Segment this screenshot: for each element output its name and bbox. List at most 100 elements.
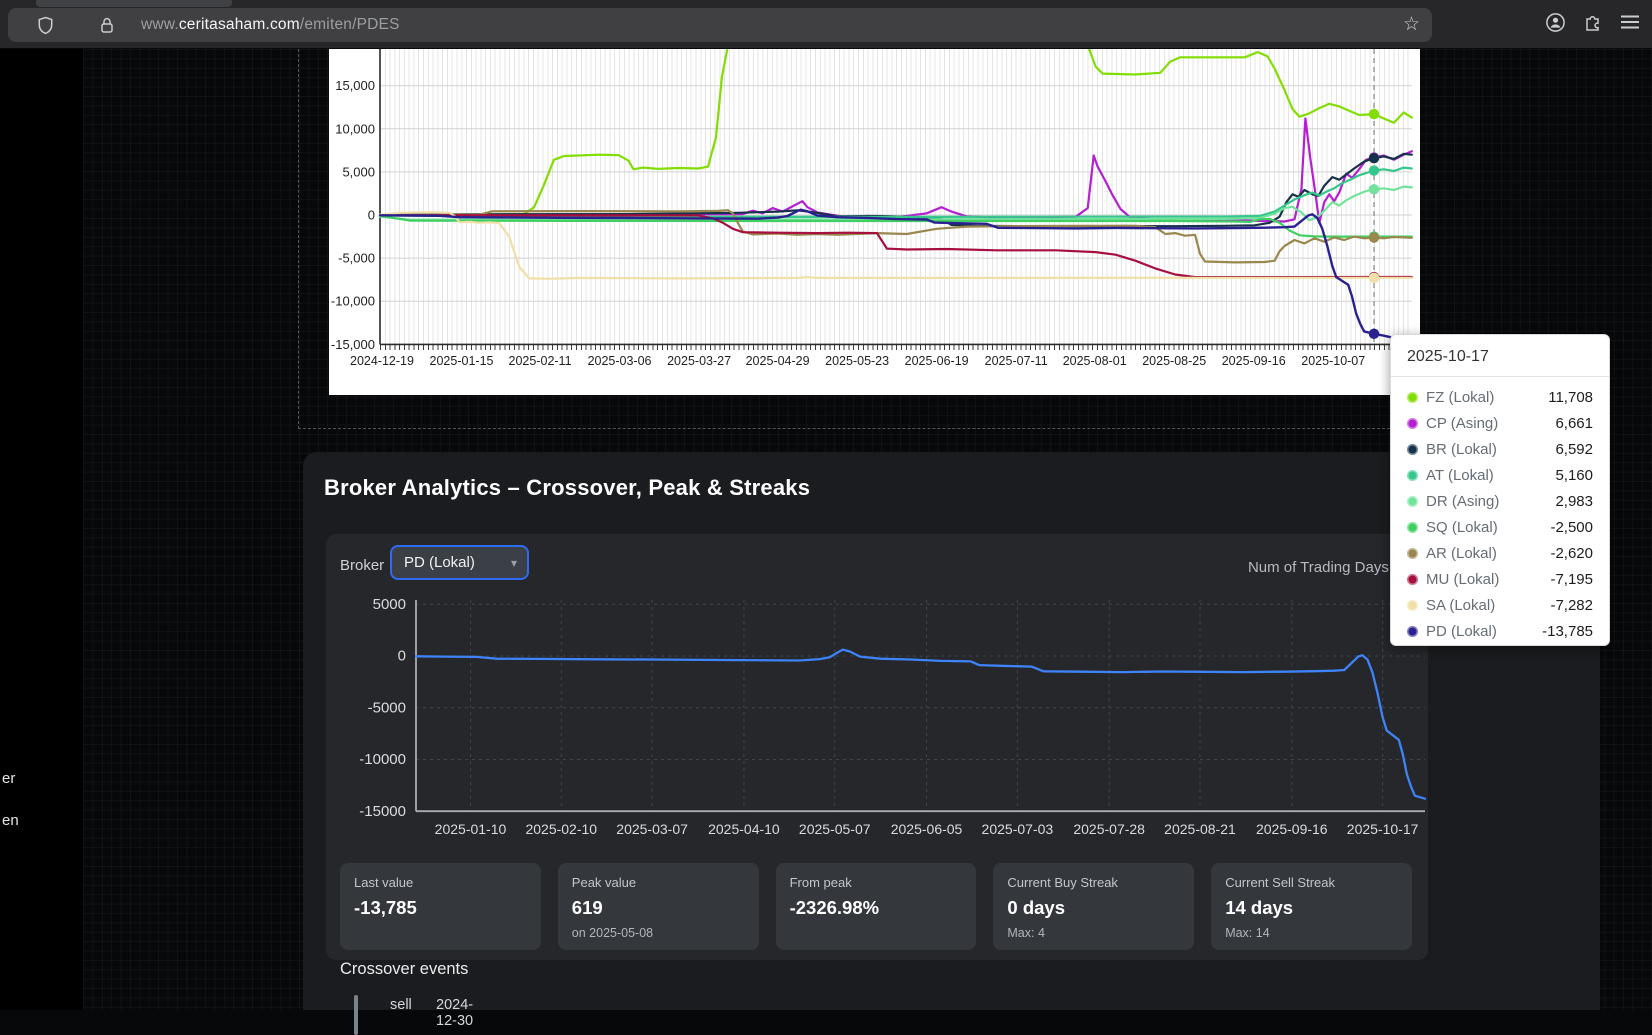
svg-text:2025-03-07: 2025-03-07 [616,821,688,837]
svg-text:2025-10-17: 2025-10-17 [1347,821,1419,837]
shield-icon[interactable] [36,16,55,35]
svg-text:-15,000: -15,000 [331,337,375,352]
stat-label: From peak [789,875,852,890]
url-text[interactable]: www.ceritasaham.com/emiten/PDES [141,16,400,34]
series-value: 2,983 [1555,492,1593,510]
series-value: 6,592 [1555,440,1593,458]
svg-text:2025-09-16: 2025-09-16 [1222,354,1286,368]
pd-streak-chart[interactable]: 5000 0 -5000 -10000 -15000 2025-01-10 2025-02-… [340,596,1430,846]
svg-text:2025-06-19: 2025-06-19 [905,354,969,368]
stat-value: 619 [571,897,603,918]
stat-label: Current Buy Streak [1007,875,1118,890]
svg-text:-5000: -5000 [368,699,406,716]
svg-text:2025-07-03: 2025-07-03 [982,821,1054,837]
stat-sub [354,926,527,939]
svg-text:2025-01-10: 2025-01-10 [435,821,507,837]
svg-text:2025-03-06: 2025-03-06 [588,354,652,368]
menu-hamburger-icon[interactable] [1620,14,1640,35]
series-value: 5,160 [1555,466,1593,484]
svg-text:2025-10-07: 2025-10-07 [1301,354,1365,368]
stat-cards-row: Last value -13,785 Peak value 619 on 202… [340,863,1412,950]
svg-text:2025-07-11: 2025-07-11 [985,354,1048,368]
crossover-events-title: Crossover events [340,960,469,978]
broker-select[interactable]: PD (Lokal) ▾ [390,545,529,580]
svg-text:2025-08-21: 2025-08-21 [1164,821,1236,837]
svg-text:2025-02-10: 2025-02-10 [525,821,597,837]
stat-sub: Max: 4 [1007,926,1045,940]
series-value: 11,708 [1548,388,1593,406]
broker-label: Broker [340,557,385,574]
chart-tooltip: 2025-10-17 FZ (Lokal) 11,708 CP (Asing) 6,6… [1390,334,1610,646]
series-dot-icon [1407,600,1418,612]
tooltip-row: CP (Asing) 6,661 [1407,410,1593,436]
series-name: AR (Lokal) [1426,545,1497,563]
stat-card-peak-value: Peak value 619 on 2025-05-08 [557,863,759,950]
svg-text:2025-08-25: 2025-08-25 [1142,354,1206,368]
svg-text:10,000: 10,000 [335,121,375,136]
svg-text:0: 0 [398,648,406,665]
svg-text:2025-05-07: 2025-05-07 [799,821,871,837]
svg-text:2025-05-23: 2025-05-23 [825,354,889,368]
sidebar-item-fragment[interactable]: en [2,812,19,829]
series-dot-icon [1407,469,1418,481]
stat-sub: Max: 14 [1225,926,1270,940]
daily-tick-marks [380,344,1412,350]
svg-text:2025-09-16: 2025-09-16 [1256,821,1328,837]
stat-label: Current Sell Streak [1225,875,1336,890]
url-bar[interactable]: www.ceritasaham.com/emiten/PDES ☆ [8,8,1432,42]
svg-text:2024-12-19: 2024-12-19 [350,354,414,368]
pd-streak-chart-svg: 5000 0 -5000 -10000 -15000 2025-01-10 2025-02-… [359,596,1427,837]
tooltip-row: SQ (Lokal) -2,500 [1407,514,1593,540]
left-rail: er en [0,49,83,1010]
series-dot-icon [1407,495,1418,507]
series-value: 6,661 [1555,414,1593,432]
crossover-event-date: 2024-12-30 [436,997,474,1029]
stat-sub [790,926,963,939]
series-value: -7,195 [1550,571,1593,589]
tooltip-row: SA (Lokal) -7,282 [1407,593,1593,619]
series-dot-icon [1407,391,1418,403]
series-name: CP (Asing) [1426,414,1499,432]
svg-text:2025-08-01: 2025-08-01 [1063,354,1127,368]
bookmark-star-icon[interactable]: ☆ [1402,14,1420,35]
series-name: AT (Lokal) [1426,466,1494,484]
chevron-down-icon: ▾ [510,555,517,570]
stat-card-from-peak: From peak -2326.98% [775,863,977,950]
crossover-event-type: sell [390,997,412,1013]
series-name: DR (Asing) [1426,492,1500,510]
series-value: -13,785 [1542,623,1593,641]
browser-toolbar: www.ceritasaham.com/emiten/PDES ☆ [0,0,1652,49]
svg-text:0: 0 [368,208,375,223]
sidebar-item-fragment[interactable]: er [2,770,16,787]
tooltip-row: AR (Lokal) -2,620 [1407,541,1593,567]
series-value: -2,500 [1550,519,1593,537]
stat-label: Last value [354,875,414,890]
lock-icon[interactable] [99,16,115,34]
tooltip-row: BR (Lokal) 6,592 [1407,436,1593,462]
stat-card-sell-streak: Current Sell Streak 14 days Max: 14 [1211,863,1412,950]
svg-text:-10000: -10000 [359,751,406,768]
series-dot-icon [1407,626,1418,638]
stat-value: 14 days [1225,897,1294,918]
series-name: PD (Lokal) [1426,623,1497,641]
account-icon[interactable] [1545,12,1566,38]
broker-flow-chart[interactable]: 20,000 15,000 10,000 5,000 0 -5,000 -10,000 -15… [329,49,1420,395]
extensions-puzzle-icon[interactable] [1583,12,1603,37]
series-name: BR (Lokal) [1426,440,1497,458]
svg-text:15,000: 15,000 [335,78,375,93]
tooltip-row: DR (Asing) 2,983 [1407,488,1593,514]
svg-text:2025-03-27: 2025-03-27 [667,354,731,368]
series-dot-icon [1407,443,1418,455]
trading-days-label: Num of Trading Days: [1247,559,1393,576]
series-dot-icon [1407,522,1418,534]
stat-label: Peak value [571,875,637,890]
svg-text:2025-02-11: 2025-02-11 [509,354,572,368]
stat-value: -13,785 [354,897,417,918]
svg-text:2025-06-05: 2025-06-05 [891,821,963,837]
browser-tab[interactable] [36,0,232,7]
tooltip-row: PD (Lokal) -13,785 [1407,619,1593,645]
stat-card-last-value: Last value -13,785 [340,863,541,950]
series-dot-icon [1407,574,1418,586]
series-name: SQ (Lokal) [1426,519,1498,537]
svg-text:20,000: 20,000 [335,49,375,50]
